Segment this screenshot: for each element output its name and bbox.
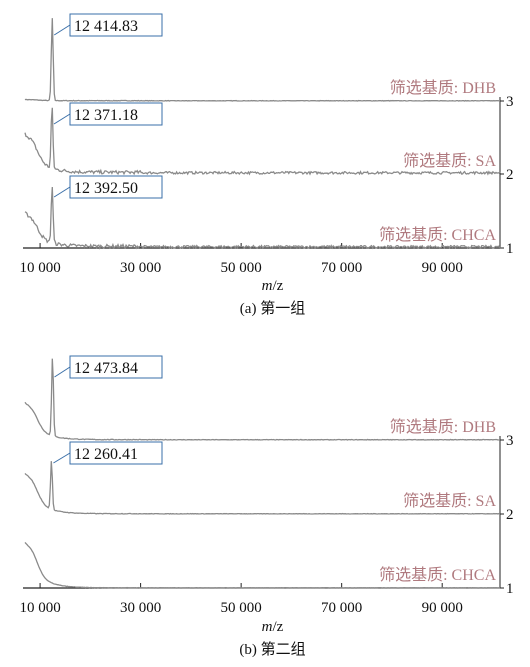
peak-label: 12 473.84 [74,360,138,377]
x-tick-label: 70 000 [321,600,362,616]
series-label: 筛选基质: DHB [390,417,496,436]
series-label: 筛选基质: CHCA [379,225,496,244]
y-tick-label: 2 [506,167,514,183]
x-tick-label: 30 000 [120,600,161,616]
series-trace [24,186,501,250]
panel-caption: (b) 第二组 [239,640,305,658]
y-tick-label: 2 [506,507,514,523]
peak-leader-line [53,113,71,125]
series-trace [24,107,501,176]
peak-label: 12 371.18 [74,107,138,124]
x-tick-label: 10 000 [19,600,60,616]
panel-caption: (a) 第一组 [240,299,305,317]
x-tick-label: 70 000 [321,260,362,276]
x-tick-label: 90 000 [422,260,463,276]
y-tick-label: 1 [506,241,514,257]
y-tick-label: 1 [506,581,514,597]
x-tick-label: 30 000 [120,260,161,276]
x-tick-label: 10 000 [19,260,60,276]
peak-leader-line [53,186,71,198]
series-trace [24,461,501,515]
series-label: 筛选基质: DHB [390,78,496,97]
x-tick-label: 50 000 [221,600,262,616]
x-tick-label: 90 000 [422,600,463,616]
series-trace [24,541,500,589]
peak-label: 12 260.41 [74,446,138,463]
peak-label: 12 392.50 [74,180,138,197]
series-trace [24,358,501,441]
x-axis-label: m/z [262,619,284,635]
x-tick-label: 50 000 [221,260,262,276]
peak-leader-line [53,452,71,464]
series-label: 筛选基质: SA [403,151,496,170]
series-label: 筛选基质: CHCA [379,565,496,584]
series-trace [24,18,501,102]
series-label: 筛选基质: SA [403,491,496,510]
peak-leader-line [54,366,71,378]
peak-label: 12 414.83 [74,18,138,35]
peak-leader-line [53,24,71,36]
y-tick-label: 3 [506,94,514,110]
chart-panel-2: 3 2 1 10 000 30 000 50 000 70 000 90 000 m/z (b) … [19,355,514,658]
x-axis-label: m/z [262,278,284,294]
y-tick-label: 3 [506,433,514,449]
chart-panel-1: 3 2 1 10 000 30 000 50 000 70 000 90 000 m/z (a) … [19,13,514,317]
